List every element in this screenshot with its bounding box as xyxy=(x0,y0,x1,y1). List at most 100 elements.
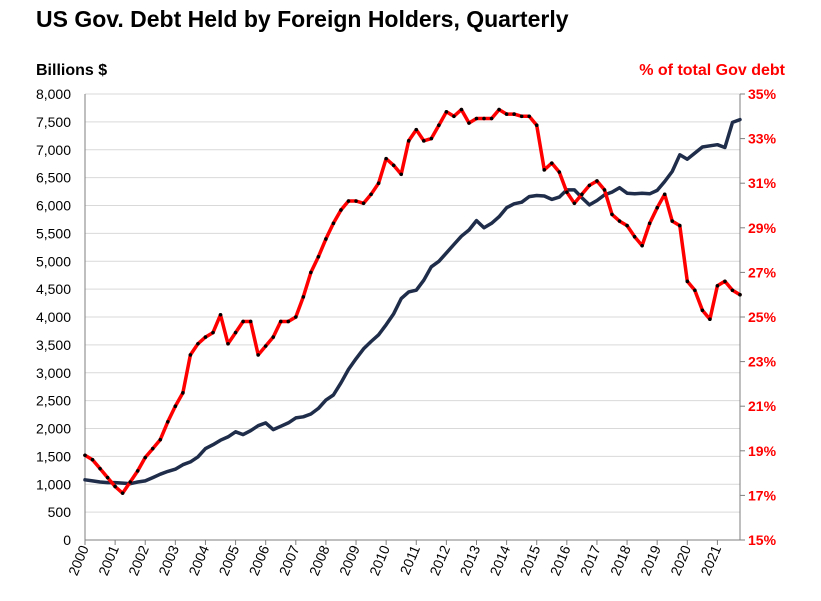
foreign-share-percent-point xyxy=(414,127,419,132)
y-left-tick-label: 4,000 xyxy=(36,309,71,325)
foreign-share-percent-point xyxy=(113,484,117,489)
y-right-tick-label: 17% xyxy=(748,487,777,503)
y-axis-left-label: Billions $ xyxy=(36,62,108,79)
foreign-share-percent-point xyxy=(128,480,132,484)
foreign-share-percent-point xyxy=(632,234,637,239)
axes xyxy=(84,93,745,545)
foreign-share-percent-point xyxy=(354,199,358,203)
x-tick-label: 2004 xyxy=(185,543,212,578)
foreign-share-percent-point xyxy=(693,288,697,293)
foreign-share-percent-point xyxy=(467,121,471,125)
foreign-share-percent-point xyxy=(203,335,208,339)
y-right-tick-label: 35% xyxy=(748,86,777,102)
foreign-share-percent-point xyxy=(572,201,577,206)
x-tick-label: 2002 xyxy=(125,543,152,578)
foreign-share-percent-point xyxy=(90,457,95,462)
x-tick-label: 2007 xyxy=(276,543,303,578)
foreign-share-percent-point xyxy=(527,114,531,119)
x-tick-label: 2003 xyxy=(155,543,182,578)
foreign-share-percent-point xyxy=(497,107,501,112)
y-right-tick-label: 33% xyxy=(748,131,777,147)
foreign-share-percent-point xyxy=(542,168,547,172)
foreign-share-percent-point xyxy=(263,344,268,348)
x-tick-label: 2008 xyxy=(306,543,333,578)
y-left-tick-label: 2,000 xyxy=(36,421,71,437)
x-tick-label: 2019 xyxy=(637,543,664,578)
y-left-tick-label: 1,000 xyxy=(36,476,71,492)
foreign-share-percent-point xyxy=(625,223,629,228)
x-tick-label: 2020 xyxy=(667,543,694,578)
tick-labels: 0 500 1,000 1,500 2,000 2,500 3,000 3,500 4,000 4… xyxy=(36,86,777,578)
chart-title: US Gov. Debt Held by Foreign Holders, Qu… xyxy=(36,6,569,32)
foreign-share-percent-point xyxy=(723,279,727,284)
foreign-share-percent-point xyxy=(143,455,148,460)
foreign-share-percent-point xyxy=(452,114,456,119)
y-left-tick-label: 5,500 xyxy=(36,225,71,241)
foreign-share-percent-point xyxy=(278,319,283,324)
y-right-tick-label: 15% xyxy=(748,532,777,548)
foreign-share-percent-point xyxy=(286,319,291,324)
foreign-share-percent-point xyxy=(421,139,426,143)
y-right-tick-label: 23% xyxy=(748,354,777,370)
foreign-share-percent-point xyxy=(459,107,464,112)
foreign-share-percent-point xyxy=(565,190,569,194)
foreign-share-percent-point xyxy=(595,179,599,183)
foreign-share-percent-point xyxy=(391,163,396,168)
y-right-tick-label: 31% xyxy=(748,175,777,191)
foreign-share-percent-point xyxy=(105,475,110,480)
foreign-share-percent-point xyxy=(640,243,644,248)
x-tick-label: 2014 xyxy=(486,543,513,578)
foreign-share-percent-point xyxy=(602,188,607,192)
y-left-tick-label: 500 xyxy=(48,504,72,520)
foreign-share-percent-point xyxy=(647,221,652,226)
foreign-share-percent-point xyxy=(685,279,690,284)
foreign-share-percent-point xyxy=(98,466,102,471)
foreign-share-percent-point xyxy=(512,112,516,116)
foreign-share-percent-point xyxy=(504,112,509,116)
y-left-tick-label: 0 xyxy=(63,532,71,548)
foreign-share-percent-point xyxy=(580,192,584,197)
foreign-share-percent-point xyxy=(196,341,200,346)
x-tick-label: 2013 xyxy=(456,543,483,578)
foreign-share-percent-point xyxy=(399,172,404,177)
foreign-share-percent-point xyxy=(557,170,562,174)
foreign-share-percent-point xyxy=(534,123,539,128)
foreign-share-percent-point xyxy=(738,292,742,297)
y-right-tick-label: 29% xyxy=(748,220,777,236)
foreign-share-percent-point xyxy=(211,330,215,335)
foreign-holdings-billions-line xyxy=(83,117,742,486)
x-tick-label: 2010 xyxy=(366,543,393,578)
foreign-share-percent-point xyxy=(708,317,712,322)
y-right-tick-label: 25% xyxy=(748,309,777,325)
foreign-share-percent-point xyxy=(617,219,622,223)
foreign-share-percent-point xyxy=(271,335,276,339)
x-tick-label: 2006 xyxy=(246,543,273,578)
foreign-share-percent-point xyxy=(83,453,87,458)
foreign-share-percent-point xyxy=(715,283,720,288)
y-left-tick-label: 5,000 xyxy=(36,253,71,269)
series-layer xyxy=(83,107,742,495)
foreign-share-percent-point xyxy=(587,183,592,188)
foreign-share-percent-point xyxy=(700,308,705,313)
y-axis-right-label: % of total Gov debt xyxy=(639,62,785,79)
x-tick-label: 2017 xyxy=(577,543,604,578)
foreign-share-percent-point xyxy=(324,237,328,241)
foreign-share-percent-point xyxy=(384,156,388,161)
y-right-tick-label: 19% xyxy=(748,443,777,459)
x-tick-label: 2018 xyxy=(607,543,634,578)
foreign-share-percent-point xyxy=(444,110,449,114)
y-right-tick-label: 21% xyxy=(748,398,777,414)
x-tick-label: 2009 xyxy=(336,543,363,578)
foreign-share-percent-point xyxy=(346,199,351,203)
y-left-tick-label: 2,500 xyxy=(36,393,71,409)
foreign-share-percent-point xyxy=(331,221,336,226)
foreign-share-percent-point xyxy=(610,212,614,217)
foreign-share-percent-point xyxy=(226,341,230,346)
foreign-share-percent-point xyxy=(188,353,193,357)
y-left-tick-label: 3,500 xyxy=(36,337,71,353)
y-right-tick-label: 27% xyxy=(748,264,777,280)
foreign-share-percent-point xyxy=(549,161,554,165)
foreign-share-percent-point xyxy=(369,192,373,197)
foreign-share-percent-point xyxy=(474,116,479,121)
y-left-tick-label: 6,000 xyxy=(36,198,71,214)
